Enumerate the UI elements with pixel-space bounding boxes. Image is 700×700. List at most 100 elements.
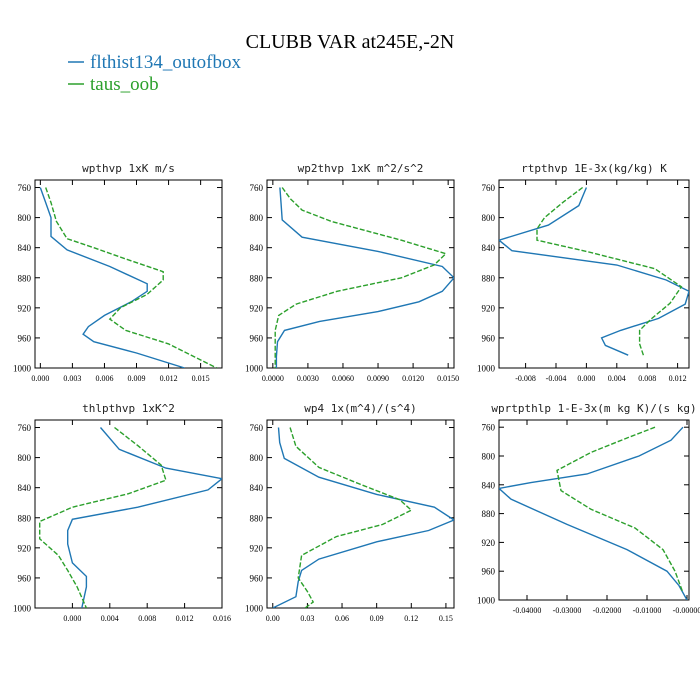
y-tick-label: 1000 [13, 604, 32, 614]
x-tick-label: 0.008 [638, 374, 656, 383]
y-tick-label: 920 [18, 303, 32, 313]
x-tick-label: 0.0150 [437, 374, 459, 383]
y-tick-label: 800 [482, 452, 496, 462]
y-tick-label: 920 [482, 303, 496, 313]
y-tick-label: 1000 [245, 604, 264, 614]
y-tick-label: 840 [18, 483, 32, 493]
y-tick-label: 800 [250, 213, 264, 223]
x-tick-label: 0.09 [370, 614, 384, 623]
x-tick-label: 0.003 [63, 374, 81, 383]
x-tick-label: 0.016 [213, 614, 231, 623]
series-line-taus_oob [45, 187, 218, 368]
y-tick-label: 840 [250, 483, 264, 493]
y-tick-label: 880 [482, 273, 496, 283]
x-tick-label: 0.012 [176, 614, 194, 623]
y-tick-label: 800 [18, 453, 32, 463]
y-tick-label: 840 [250, 243, 264, 253]
panel-frame [498, 179, 690, 369]
x-tick-label: 0.012 [160, 374, 178, 383]
y-tick-label: 760 [482, 183, 496, 193]
panel-3: thlpthvp 1xK^2 760 800 840 880 920 960 1000 0.00… [13, 402, 231, 623]
x-tick-label: 0.0030 [297, 374, 319, 383]
panel-5: wprtpthlp 1-E-3x(m kg K)/(s kg) 760 800 840… [477, 402, 700, 615]
x-tick-label: -0.004 [546, 374, 567, 383]
series-line-taus_oob [289, 427, 413, 608]
series-line-flthist134_outofbox [275, 187, 454, 368]
y-tick-label: 880 [18, 273, 32, 283]
x-tick-label: 0.0060 [332, 374, 354, 383]
panel-4: wp4 1x(m^4)/(s^4)76080084088092096010000… [245, 402, 455, 623]
x-tick-label: 0.012 [669, 374, 687, 383]
y-tick-label: 960 [482, 567, 496, 577]
panel-title: thlpthvp 1xK^2 [82, 402, 175, 415]
y-tick-label: 840 [18, 243, 32, 253]
y-tick-label: 920 [250, 303, 264, 313]
panel-frame [266, 179, 455, 369]
panel-title: wp4 1x(m^4)/(s^4) [304, 402, 417, 415]
y-tick-label: 880 [482, 509, 496, 519]
y-tick-label: 760 [250, 423, 264, 433]
panel-2: rtpthvp 1E-3x(kg/kg) K 760 800 840 880 920 960… [477, 162, 690, 383]
y-tick-label: 760 [18, 183, 32, 193]
panel-title: wprtpthlp 1-E-3x(m kg K)/(s kg) [491, 402, 696, 415]
x-tick-label: 0.12 [404, 614, 418, 623]
panel-title: rtpthvp 1E-3x(kg/kg) K [521, 162, 667, 175]
panel-0: wpthvp 1xK m/s76080084088092096010000.00… [13, 162, 223, 383]
figure-title: CLUBB VAR at245E,-2N [246, 31, 455, 53]
x-tick-label: -0.008 [515, 374, 536, 383]
x-tick-label: 0.000 [63, 614, 81, 623]
panel-1: wp2thvp 1xK m^2/s^2 760 800 840 880 920 960 100… [245, 162, 459, 383]
panels: wpthvp 1xK m/s76080084088092096010000.00… [13, 162, 700, 623]
y-tick-label: 920 [18, 543, 32, 553]
panel-frame [34, 179, 223, 369]
y-tick-label: 880 [250, 513, 264, 523]
y-tick-label: 760 [250, 183, 264, 193]
y-tick-label: 960 [18, 573, 32, 583]
x-tick-label: 0.004 [608, 374, 626, 383]
series-line-flthist134_outofbox [499, 426, 688, 600]
y-tick-label: 960 [482, 333, 496, 343]
legend-label-flthist134: flthist134_outofbox [90, 52, 241, 73]
series-line-flthist134_outofbox [39, 187, 185, 368]
series-line-taus_oob [556, 426, 684, 594]
x-tick-label: 0.0120 [402, 374, 424, 383]
panel-frame [266, 419, 455, 609]
y-tick-label: 1000 [477, 364, 496, 374]
y-tick-label: 800 [250, 453, 264, 463]
y-tick-label: 800 [18, 213, 32, 223]
y-tick-label: 840 [482, 480, 496, 490]
y-tick-label: 920 [482, 538, 496, 548]
panel-frame [498, 419, 690, 601]
y-tick-label: 1000 [245, 364, 264, 374]
x-tick-label: 0.03 [300, 614, 314, 623]
panel-frame [34, 419, 223, 609]
y-tick-label: 1000 [477, 596, 496, 606]
x-tick-label: 0.009 [128, 374, 146, 383]
y-tick-label: 920 [250, 543, 264, 553]
x-tick-label: 0.008 [138, 614, 156, 623]
y-tick-label: 800 [482, 213, 496, 223]
y-tick-label: 760 [18, 423, 32, 433]
panel-title: wp2thvp 1xK m^2/s^2 [298, 162, 424, 175]
series-line-flthist134_outofbox [272, 427, 454, 608]
x-tick-label: 0.000 [577, 374, 595, 383]
x-tick-label: 0.006 [95, 374, 113, 383]
x-tick-label: -0.04000 [513, 606, 542, 615]
x-tick-label: 0.15 [439, 614, 453, 623]
y-tick-label: 960 [250, 333, 264, 343]
series-line-taus_oob [536, 186, 683, 356]
x-tick-label: 0.004 [101, 614, 119, 623]
y-tick-label: 880 [250, 273, 264, 283]
x-tick-label: -0.02000 [593, 606, 622, 615]
x-tick-label: 0.0090 [367, 374, 389, 383]
x-tick-label: 0.000 [31, 374, 49, 383]
x-tick-label: -0.00000 [673, 606, 700, 615]
x-tick-label: -0.01000 [633, 606, 662, 615]
x-tick-label: 0.00 [266, 614, 280, 623]
legend: flthist134_outofbox taus_oob [68, 52, 241, 95]
y-tick-label: 1000 [13, 364, 32, 374]
series-line-taus_oob [39, 426, 167, 608]
y-tick-label: 960 [18, 333, 32, 343]
legend-label-taus-oob: taus_oob [90, 74, 159, 95]
